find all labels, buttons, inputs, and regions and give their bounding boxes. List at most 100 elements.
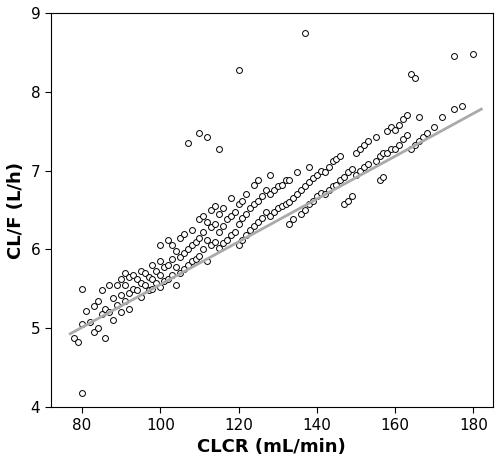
Point <box>320 169 328 176</box>
Point <box>78 285 86 293</box>
Point <box>168 255 176 263</box>
Point <box>262 208 270 215</box>
Point <box>234 242 242 249</box>
Point <box>313 171 321 178</box>
Point <box>348 192 356 200</box>
Point <box>196 129 203 137</box>
Point <box>164 262 172 269</box>
Point <box>160 277 168 285</box>
Point <box>188 257 196 265</box>
Point <box>184 246 192 253</box>
Point <box>140 269 148 277</box>
Point <box>266 191 274 198</box>
Point <box>336 176 344 184</box>
Point <box>78 389 86 397</box>
Point <box>94 325 102 332</box>
Point <box>450 106 458 113</box>
Point <box>152 268 160 275</box>
Point <box>136 268 144 275</box>
Point <box>219 205 227 212</box>
Point <box>207 242 215 249</box>
Point <box>176 269 184 277</box>
Point <box>110 294 118 302</box>
Point <box>204 236 212 244</box>
Point <box>250 200 258 207</box>
Point <box>121 269 129 277</box>
Point <box>301 183 309 190</box>
Point <box>246 226 254 233</box>
Point <box>317 189 325 196</box>
Point <box>140 281 148 288</box>
Point <box>282 176 290 184</box>
Point <box>286 220 294 228</box>
Point <box>376 176 384 184</box>
Point <box>418 134 426 141</box>
Point <box>144 287 152 294</box>
Point <box>234 66 242 74</box>
Point <box>364 137 372 144</box>
Point <box>152 279 160 286</box>
Point <box>176 254 184 261</box>
Point <box>70 334 78 341</box>
Point <box>172 263 180 270</box>
Point <box>211 220 219 228</box>
Point <box>254 176 262 184</box>
Point <box>242 191 250 198</box>
Point <box>133 287 141 294</box>
Point <box>305 200 313 207</box>
Point <box>200 213 207 220</box>
Point <box>332 155 340 163</box>
Point <box>254 218 262 225</box>
Point <box>148 285 156 293</box>
Point <box>196 216 203 223</box>
Point <box>430 124 438 131</box>
Point <box>336 153 344 160</box>
Point <box>188 242 196 249</box>
Point <box>196 252 203 259</box>
Point <box>450 53 458 60</box>
Point <box>258 214 266 222</box>
Point <box>270 208 278 215</box>
Point <box>90 328 98 336</box>
Point <box>380 173 388 181</box>
Point <box>230 228 238 236</box>
Point <box>136 293 144 300</box>
Point <box>172 281 180 288</box>
Point <box>110 317 118 324</box>
Point <box>125 289 133 296</box>
Point <box>395 142 403 149</box>
Point <box>204 257 212 265</box>
Point <box>78 320 86 328</box>
Point <box>297 187 305 194</box>
Point <box>242 232 250 239</box>
Point <box>458 102 466 110</box>
Point <box>238 236 246 244</box>
Point <box>125 305 133 312</box>
Point <box>391 145 399 152</box>
Point <box>407 71 415 78</box>
Y-axis label: CL/F (L/h): CL/F (L/h) <box>7 162 25 258</box>
Point <box>184 262 192 269</box>
Point <box>407 145 415 152</box>
Point <box>188 226 196 233</box>
Point <box>290 216 298 223</box>
Point <box>372 134 380 141</box>
Point <box>215 145 223 152</box>
Point <box>172 247 180 255</box>
Point <box>94 297 102 304</box>
Point <box>102 305 110 312</box>
Point <box>74 339 82 346</box>
Point <box>234 200 242 207</box>
Point <box>227 232 235 239</box>
Point <box>372 157 380 165</box>
Point <box>294 191 302 198</box>
Point <box>290 194 298 202</box>
Point <box>125 273 133 281</box>
Point <box>305 163 313 170</box>
Point <box>168 271 176 278</box>
Point <box>106 281 114 288</box>
Point <box>238 214 246 222</box>
Point <box>297 210 305 218</box>
Point <box>227 213 235 220</box>
Point <box>176 234 184 241</box>
